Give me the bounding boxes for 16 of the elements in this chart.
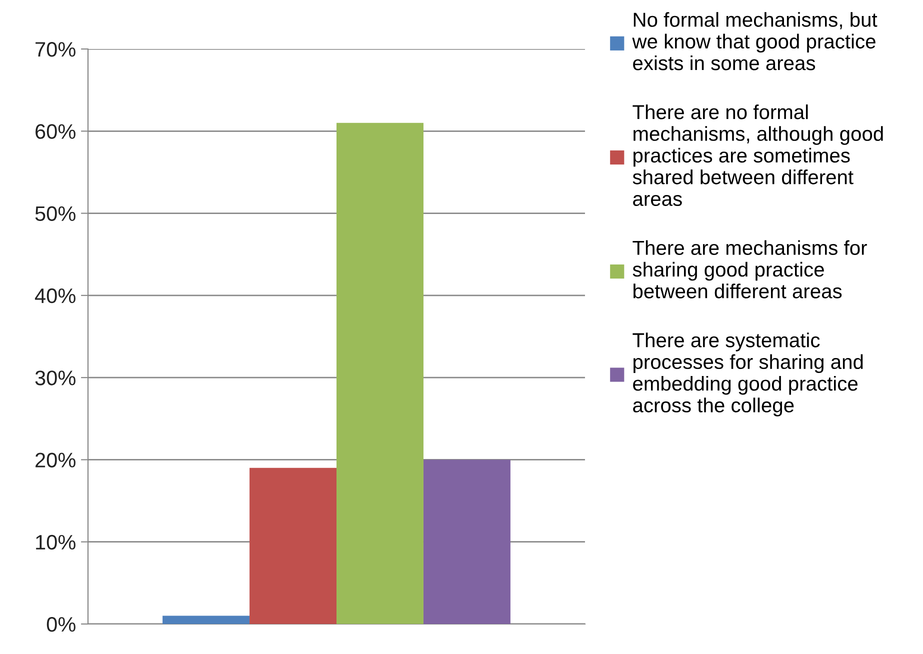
legend-label: No formal mechanisms, but we know that good practice exists in some areas: [632, 12, 878, 70]
y-tick-label: 30%: [35, 370, 76, 386]
bar: [336, 122, 424, 624]
y-tick-label: 0%: [46, 617, 76, 632]
y-tick-label: 40%: [34, 288, 76, 304]
bar: [423, 460, 510, 624]
y-tick-label: 60%: [36, 124, 76, 139]
y-tick-label: 10%: [36, 534, 76, 550]
bar: [250, 468, 336, 624]
legend-label: There are mechanisms for sharing good practice between different areas: [632, 240, 867, 298]
y-tick-label: 50%: [35, 206, 76, 222]
y-tick-label: 20%: [36, 452, 76, 468]
legend-label: There are no formal mechanisms, although good practices are sometimes shared between different areas: [632, 104, 883, 206]
legend-label: There are systematic processes for sharing and embedding good practice across the college: [632, 332, 863, 416]
bar: [162, 616, 250, 624]
y-tick-label: 70%: [36, 42, 76, 57]
